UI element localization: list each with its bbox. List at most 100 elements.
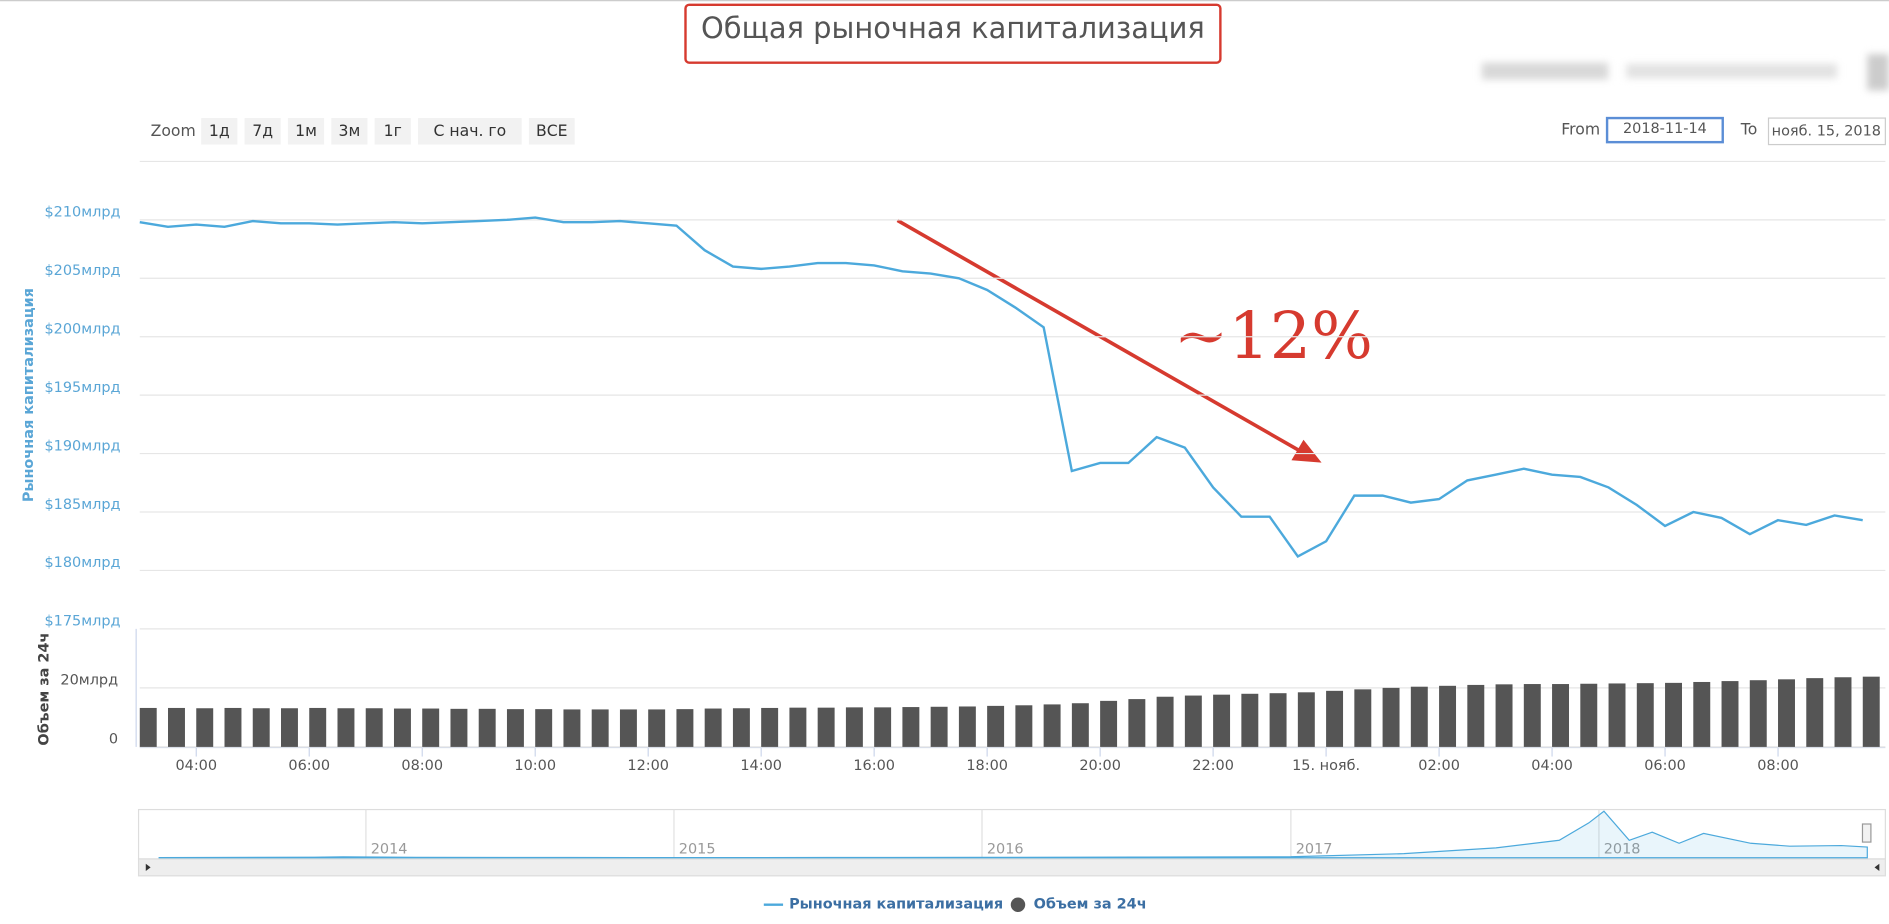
volume-bar (1213, 694, 1231, 747)
volume-bar (1608, 683, 1626, 747)
y-tick-label: $195млрд (44, 380, 120, 396)
volume-bar (224, 707, 242, 747)
volume-bar (874, 707, 892, 747)
x-tick-label: 20:00 (1079, 758, 1121, 774)
y-tick-label: $190млрд (44, 438, 120, 454)
volume-bar (1495, 684, 1513, 747)
volume-bar (591, 709, 609, 747)
volume-bar (337, 708, 355, 747)
volume-bar (1806, 678, 1824, 747)
volume-bar (393, 708, 411, 747)
zoom-button[interactable] (374, 118, 411, 145)
volume-bar (365, 708, 383, 747)
volume-bar (196, 708, 214, 747)
volume-bar (930, 706, 948, 747)
zoom-button-label[interactable]: 1м (295, 121, 317, 140)
x-tick-label: 15. нояб. (1292, 758, 1360, 774)
navigator-tick-label: 2015 (679, 841, 716, 857)
zoom-label: Zoom (151, 121, 196, 140)
volume-bar (1523, 684, 1541, 747)
y-tick-label: $200млрд (44, 321, 120, 337)
volume-bar (648, 709, 666, 747)
x-tick-label: 10:00 (514, 758, 556, 774)
x-tick-label: 02:00 (1418, 758, 1460, 774)
x-tick-label: 08:00 (1757, 758, 1799, 774)
volume-bar (1721, 681, 1739, 747)
legend-label[interactable]: Объем за 24ч (1034, 897, 1147, 913)
volume-bar (1749, 680, 1767, 747)
to-value[interactable]: нояб. 15, 2018 (1772, 123, 1881, 139)
zoom-button[interactable] (287, 118, 325, 145)
volume-bar (619, 709, 637, 747)
y-tick-label: $210млрд (44, 205, 120, 221)
x-tick-label: 06:00 (288, 758, 330, 774)
volume-bar (704, 708, 722, 747)
zoom-button-label[interactable]: С нач. го (433, 121, 506, 140)
price-line (139, 216, 1863, 559)
y-tick-label: $185млрд (44, 497, 120, 513)
volume-bar (1100, 700, 1118, 747)
y-tick-label: $175млрд (44, 614, 120, 630)
volume-bar (1297, 692, 1315, 747)
volume-bar (563, 709, 581, 747)
zoom-button[interactable] (331, 118, 368, 145)
volume-bar (1184, 695, 1202, 747)
navigator-tick-label: 2018 (1604, 841, 1641, 857)
zoom-button-label[interactable]: 3м (338, 121, 360, 140)
volume-axis-title: Объем за 24ч (37, 633, 53, 746)
volume-bar (845, 707, 863, 747)
zoom-button[interactable] (244, 118, 281, 145)
y-tick-label: $180млрд (44, 555, 120, 571)
zoom-button-label[interactable]: 7д (252, 121, 273, 140)
chart-title: Общая рыночная капитализация (701, 11, 1205, 45)
navigator-frame (137, 808, 1886, 860)
volume-bar (422, 708, 440, 747)
zoom-button-label[interactable]: 1д (209, 121, 230, 140)
to-input[interactable] (1767, 117, 1886, 146)
volume-bar (1269, 693, 1287, 747)
title-box (684, 3, 1222, 64)
volume-bar (168, 707, 185, 747)
from-label: From (1561, 120, 1600, 139)
volume-bar (1354, 689, 1372, 747)
volume-bar (761, 707, 779, 747)
navigator-tick-label: 2014 (371, 841, 408, 857)
arrow-head (1291, 439, 1322, 463)
x-tick-label: 08:00 (401, 758, 443, 774)
volume-bar (1241, 693, 1259, 747)
volume-bar (1665, 682, 1682, 747)
to-label: To (1740, 120, 1757, 139)
x-tick-label: 14:00 (740, 758, 782, 774)
navigator-area (158, 810, 1868, 859)
zoom-button[interactable] (201, 118, 238, 145)
from-input[interactable] (1605, 116, 1724, 144)
zoom-button-label[interactable]: 1г (384, 121, 402, 140)
x-tick-label: 16:00 (853, 758, 895, 774)
volume-bar (1862, 676, 1880, 747)
legend-label[interactable]: Рыночная капитализация (789, 897, 1003, 913)
scrollbar[interactable] (137, 858, 1886, 877)
x-tick-label: 06:00 (1644, 758, 1686, 774)
legend-dot (1010, 897, 1026, 912)
from-value[interactable]: 2018-11-14 (1623, 121, 1707, 137)
volume-bar (732, 708, 750, 747)
volume-bar (1043, 704, 1061, 747)
volume-bar (789, 707, 807, 747)
x-tick-label: 22:00 (1192, 758, 1234, 774)
volume-bar (817, 707, 835, 747)
zoom-button[interactable] (418, 118, 522, 145)
scroll-right[interactable] (1874, 863, 1880, 871)
volume-bar (1382, 687, 1400, 747)
zoom-button[interactable] (528, 118, 575, 145)
x-tick-label: 04:00 (175, 758, 217, 774)
navigator-handle[interactable] (1861, 823, 1872, 843)
volume-bar (1410, 686, 1428, 747)
scroll-left[interactable] (145, 863, 151, 871)
volume-bar (1128, 699, 1146, 747)
volume-bar (1015, 705, 1033, 747)
volume-bar (506, 709, 524, 747)
volume-bar (1071, 703, 1089, 747)
x-tick-label: 18:00 (966, 758, 1008, 774)
zoom-button-label[interactable]: ВСЕ (536, 121, 568, 140)
